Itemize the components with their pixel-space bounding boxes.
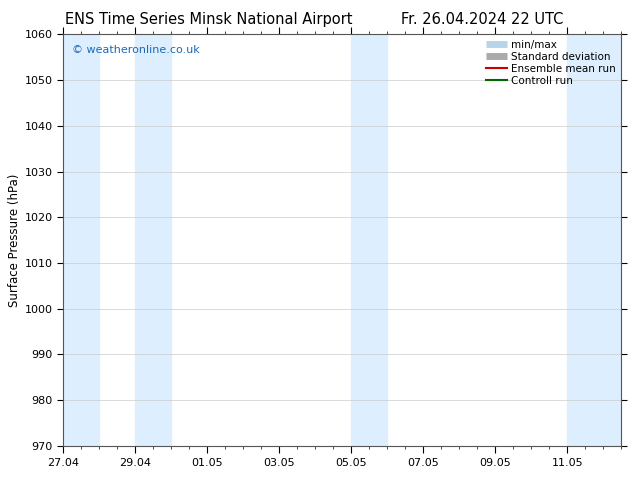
Y-axis label: Surface Pressure (hPa): Surface Pressure (hPa) [8,173,21,307]
Bar [567,34,621,446]
Bar [351,34,387,446]
Text: ENS Time Series Minsk National Airport: ENS Time Series Minsk National Airport [65,12,353,27]
Legend: min/max, Standard deviation, Ensemble mean run, Controll run: min/max, Standard deviation, Ensemble me… [484,37,618,88]
Bar [63,34,100,446]
Text: Fr. 26.04.2024 22 UTC: Fr. 26.04.2024 22 UTC [401,12,563,27]
Bar [136,34,171,446]
Text: © weatheronline.co.uk: © weatheronline.co.uk [72,45,200,54]
